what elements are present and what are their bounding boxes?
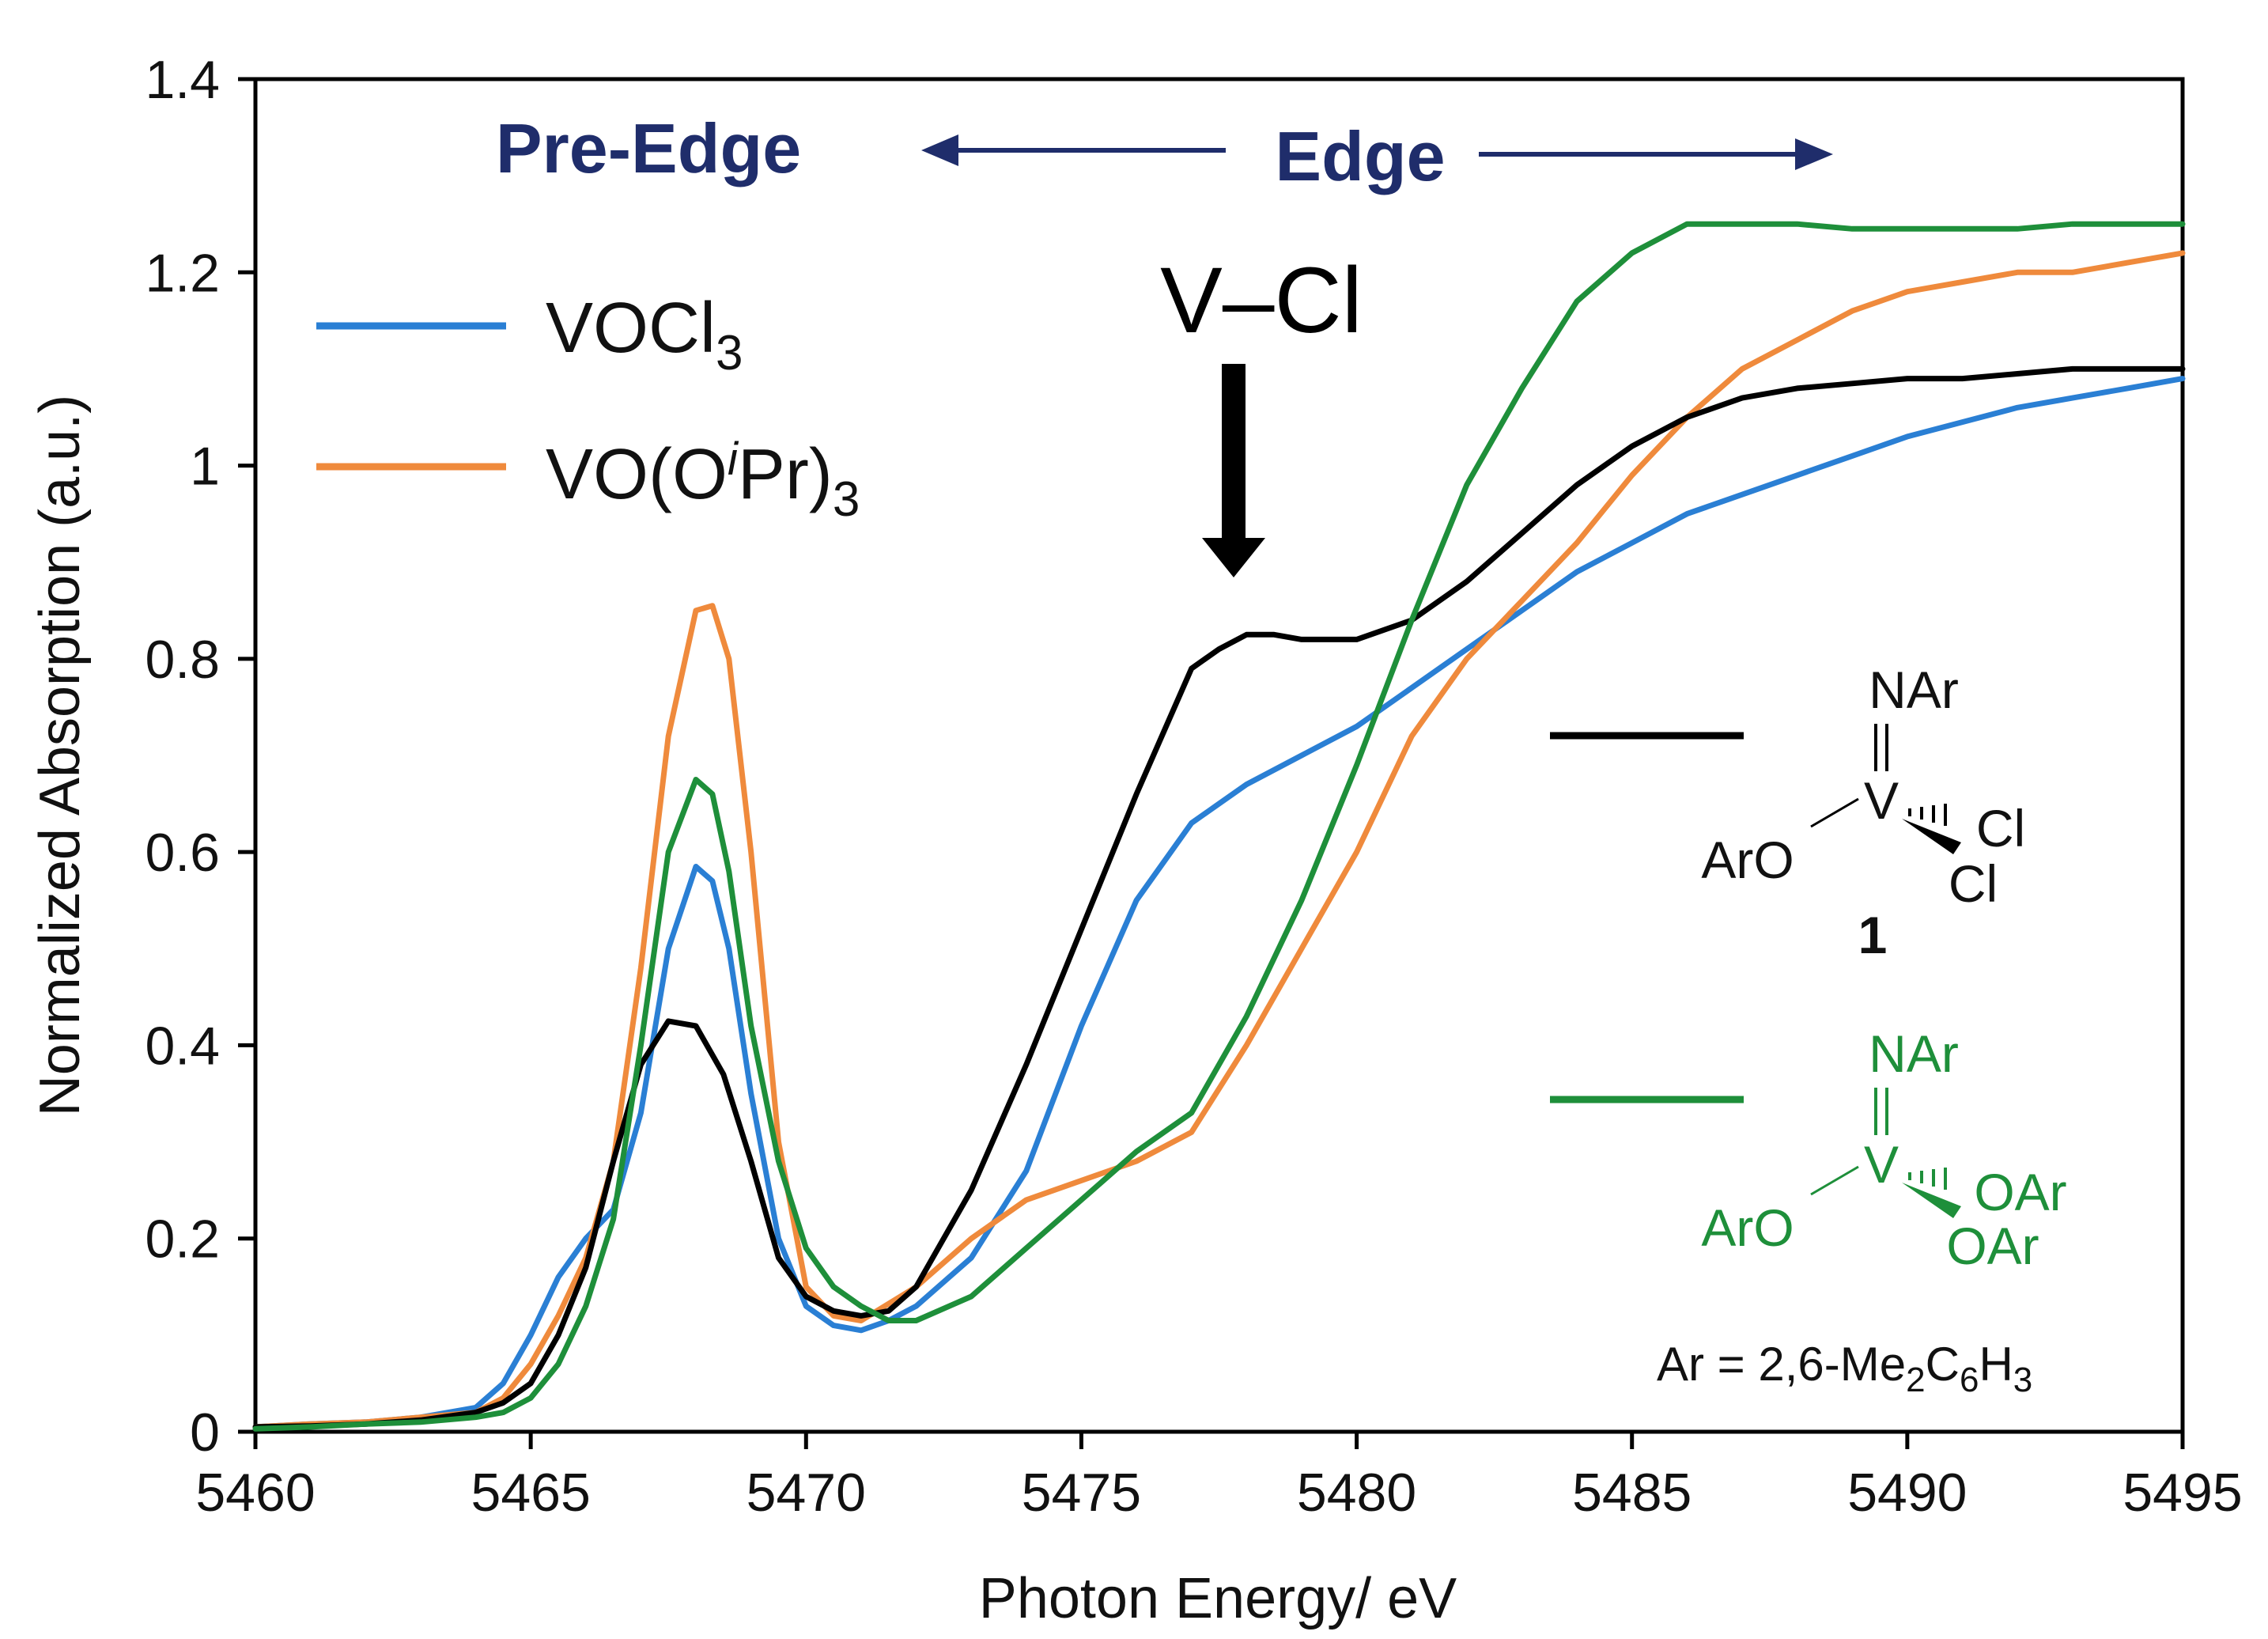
series-line-1: [252, 250, 2186, 1430]
y-tick-label-1: 0.2: [145, 1209, 220, 1270]
struct2-left: ArO: [1701, 1198, 1794, 1257]
struct2-center: V: [1864, 1135, 1899, 1194]
series-layer: [252, 221, 2186, 1432]
struct1-right2: Cl: [1949, 854, 1998, 913]
series-line-3: [252, 221, 2186, 1432]
struct1-right1: Cl: [1976, 799, 2025, 857]
x-tick-label-3: 5475: [1022, 1463, 1141, 1523]
y-tick-label-3: 0.6: [145, 823, 220, 883]
series-line-2: [252, 365, 2186, 1430]
x-tick-label-2: 5470: [747, 1463, 866, 1523]
edge-label: Edge: [1275, 117, 1445, 195]
y-axis-title: Normalized Absorption (a.u.): [28, 395, 92, 1116]
y-tick-label-7: 1.4: [145, 50, 220, 110]
struct2-top: NAr: [1869, 1024, 1959, 1083]
plot-frame: [253, 77, 2185, 1434]
legend: VOCl3 VO(OiPr)3: [316, 289, 860, 527]
struct2-right1: OAr: [1974, 1163, 2066, 1221]
axis-ticks: [238, 77, 2185, 1449]
axis-tick-labels: 5460 5465 5470 5475 5480 5485 5490 5495 0 0.2 0.4 0…: [145, 50, 2242, 1523]
pre-edge-label: Pre-Edge: [496, 109, 801, 187]
aryl-footnote: Ar = 2,6-Me2C6H3: [1657, 1338, 2032, 1399]
x-tick-label-4: 5480: [1297, 1463, 1416, 1523]
struct1-label: 1: [1858, 906, 1888, 964]
struct1-top: NAr: [1869, 661, 1959, 719]
y-tick-label-0: 0: [190, 1402, 220, 1463]
x-tick-label-6: 5490: [1847, 1463, 1967, 1523]
struct2-right2: OAr: [1946, 1217, 2039, 1275]
struct1-center: V: [1864, 771, 1899, 830]
y-tick-label-5: 1: [190, 437, 220, 497]
v-cl-label: V–Cl: [1160, 248, 1363, 353]
down-arrow-icon: [1202, 364, 1265, 577]
structure-complex-2: NAr V ArO OAr OAr: [1550, 1024, 2067, 1275]
x-tick-label-1: 5465: [471, 1463, 591, 1523]
legend-label-vocl3: VOCl3: [546, 289, 743, 380]
edge-arrow: [921, 134, 1833, 170]
struct1-left: ArO: [1701, 831, 1794, 889]
y-tick-label-4: 0.8: [145, 630, 220, 690]
series-line-0: [252, 376, 2186, 1430]
y-tick-label-2: 0.4: [145, 1016, 220, 1076]
structure-complex-1: NAr V ArO Cl Cl 1: [1550, 661, 2025, 964]
x-tick-label-7: 5495: [2122, 1463, 2242, 1523]
x-tick-label-0: 5460: [195, 1463, 315, 1523]
x-tick-label-5: 5485: [1572, 1463, 1692, 1523]
y-tick-label-6: 1.2: [145, 243, 220, 303]
legend-label-vooipr3: VO(OiPr)3: [546, 433, 860, 527]
x-axis-title: Photon Energy/ eV: [979, 1567, 1457, 1630]
